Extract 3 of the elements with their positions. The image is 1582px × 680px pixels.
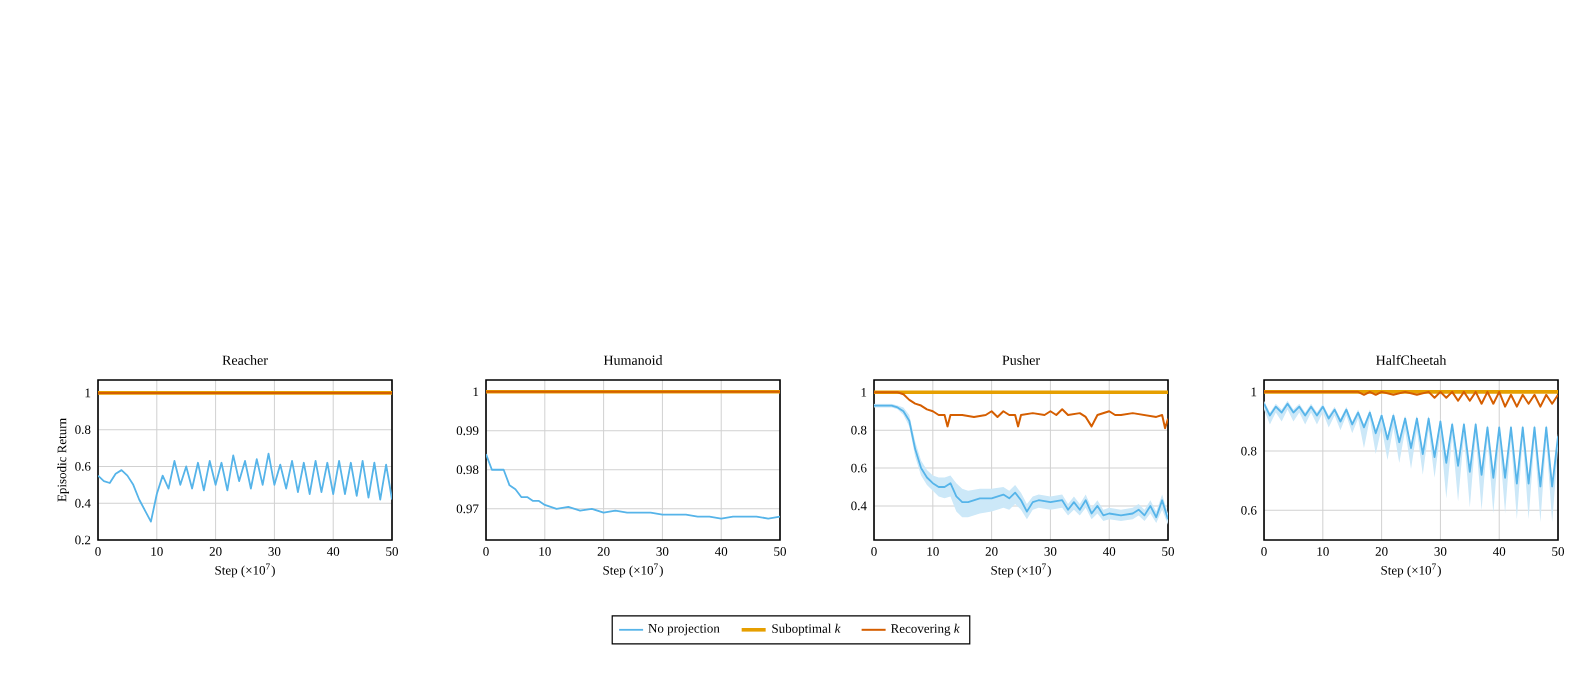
line-series [98, 452, 392, 523]
line-series [1264, 390, 1559, 408]
line-series [1264, 402, 1559, 488]
